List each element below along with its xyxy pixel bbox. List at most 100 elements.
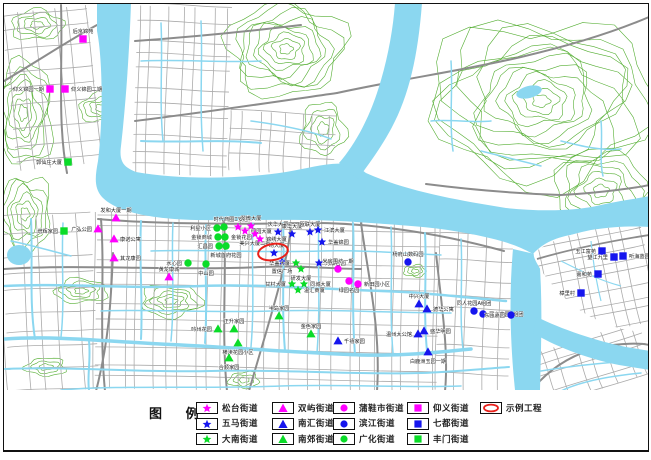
marker-label: 中山园 [198, 269, 214, 277]
marker-label: 绿园大厦 [251, 227, 272, 235]
legend-label: 五马街道 [222, 418, 259, 428]
legend-key-sample [480, 402, 502, 414]
marker-label: 后京锦苑 [73, 27, 94, 35]
marker-label: 横渎花园小区 [222, 348, 253, 356]
sample-project-ellipse [257, 242, 289, 262]
legend-key-triangle-green [272, 433, 294, 445]
marker-label: 研发大厦 [291, 274, 312, 282]
marker-label: 甘村大厦 [265, 280, 286, 288]
marker-label: 玉江富苑 [575, 247, 596, 255]
marker-star-magenta [250, 229, 260, 238]
legend-title: 图 例 [149, 406, 209, 421]
marker-circle-green [221, 233, 229, 241]
marker-triangle-blue [414, 299, 424, 308]
marker-label: 新田园小区 [364, 280, 390, 288]
marker-triangle-magenta [111, 213, 121, 222]
marker-star-green [293, 285, 303, 294]
legend-triangle-icon [278, 419, 288, 428]
legend-label: 南郊街道 [298, 433, 335, 444]
legend-key-square-magenta [407, 402, 429, 414]
marker-circle-magenta [345, 277, 353, 285]
marker-label: 温州大公馆 [386, 330, 412, 338]
marker-label: 温汇商厦 [304, 286, 325, 294]
marker-label: 同人花园B组团 [489, 310, 524, 318]
marker-square-blue [594, 270, 602, 278]
marker-triangle-magenta [109, 253, 119, 262]
marker-label: 江滨大厦 [324, 226, 345, 234]
marker-star-blue [317, 237, 327, 246]
legend-circle-icon [340, 404, 348, 412]
marker-circle-blue [404, 258, 412, 266]
legend-circle-icon [340, 419, 348, 428]
marker-label: 半岛家园 [269, 304, 290, 312]
legend-label: 大南街道 [222, 433, 259, 444]
marker-label: 时代商圈 [214, 215, 235, 223]
marker-star-green [296, 264, 306, 273]
legend-star-icon [202, 403, 212, 413]
marker-triangle-magenta [109, 234, 119, 243]
marker-square-blue [610, 253, 618, 261]
marker-label: 正升家园 [224, 317, 245, 325]
marker-circle-green [222, 242, 230, 250]
legend-star-icon [202, 419, 212, 428]
marker-label: 金锁商城 [191, 233, 213, 241]
marker-triangle-magenta [93, 224, 103, 233]
legend-key-circle-blue [333, 417, 355, 430]
marker-star-blue [273, 227, 283, 236]
marker-square-blue [598, 247, 606, 255]
marker-star-magenta [246, 221, 256, 230]
marker-label: 仰义锦园一期 [13, 85, 44, 93]
marker-label: 同城大厦 [310, 280, 331, 288]
marker-label: 发和大厦一期 [100, 206, 131, 214]
legend-label: 七都街道 [433, 418, 470, 428]
marker-circle-magenta [334, 265, 342, 273]
legend-triangle-icon [278, 403, 288, 412]
marker-label: 翠微大厦 [241, 214, 262, 222]
marker-label: 锦绣大厦 [266, 235, 287, 243]
marker-label: 米房围坊一期 [322, 257, 353, 265]
marker-circle-green [213, 224, 221, 232]
marker-label: 郭仙庄大厦 [36, 158, 62, 166]
marker-square-blue [577, 289, 585, 297]
marker-star-magenta [240, 226, 250, 235]
marker-triangle-green [274, 311, 284, 320]
legend-key-circle-magenta [333, 402, 355, 414]
marker-circle-blue [507, 311, 515, 319]
marker-label: 华盖锦园 [328, 238, 349, 246]
legend-key-circle-green [333, 433, 355, 445]
marker-circle-blue [470, 307, 478, 315]
marker-label: 白鹿洲玉园一期 [410, 357, 446, 365]
marker-star-magenta [255, 234, 265, 243]
marker-label: 千禧家园 [344, 337, 365, 345]
marker-star-blue [287, 229, 297, 238]
marker-star-blue [314, 258, 324, 267]
marker-circle-green [220, 223, 228, 231]
legend-label: 松台街道 [222, 402, 259, 413]
marker-square-magenta [79, 35, 87, 43]
marker-square-blue [619, 252, 627, 260]
legend-ellipse-icon [483, 403, 499, 413]
marker-circle-blue [479, 310, 487, 318]
marker-star-blue [277, 257, 287, 266]
legend-key-square-green [407, 433, 429, 445]
legend-square-icon [414, 435, 422, 443]
legend-label: 双屿街道 [298, 402, 335, 413]
marker-label: 嘉和苑 [576, 270, 592, 278]
marker-circle-green [202, 260, 210, 268]
legend-square-icon [414, 404, 422, 412]
marker-triangle-blue [333, 336, 343, 345]
marker-circle-magenta [354, 280, 362, 288]
marker-label: 置信广场 [272, 267, 293, 275]
marker-triangle-blue [423, 347, 433, 356]
legend-circle-icon [340, 435, 348, 443]
marker-label: 绿园名园 [339, 286, 360, 294]
marker-square-magenta [46, 85, 54, 93]
legend-label: 滨江街道 [359, 418, 396, 428]
marker-label: 盛华明园 [430, 327, 451, 335]
legend-label: 南汇街道 [298, 418, 335, 428]
legend-label: 蒲鞋市街道 [359, 402, 405, 413]
marker-label: 瓯联大厦 [300, 220, 321, 228]
